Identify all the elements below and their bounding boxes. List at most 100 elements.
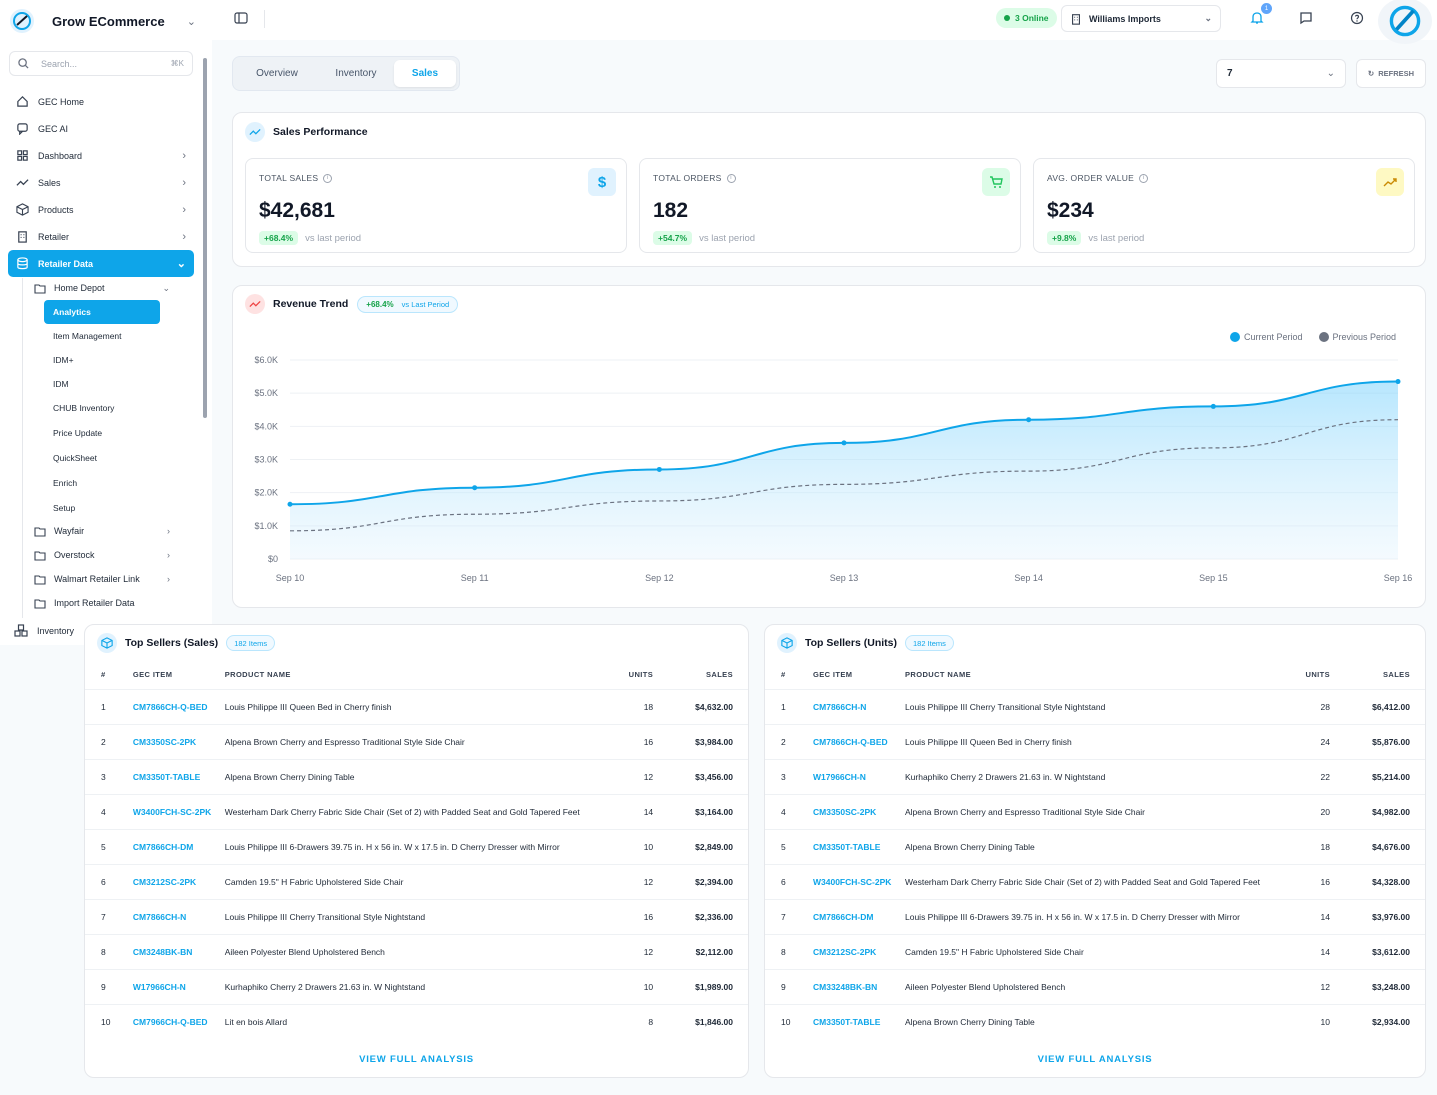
database-icon: [14, 256, 30, 272]
units-value: 10: [608, 968, 654, 1004]
messages-button[interactable]: [1298, 10, 1314, 26]
column-header[interactable]: UNITS: [1305, 670, 1330, 680]
table-row[interactable]: 6 CM3212SC-2PK Camden 19.5" H Fabric Uphol…: [85, 863, 748, 899]
menu-item-idm-plus[interactable]: IDM+: [53, 355, 74, 365]
table-row[interactable]: 9 CM33248BK-BN Aileen Polyester Blend Upho…: [765, 968, 1425, 1004]
menu-item-idm[interactable]: IDM: [53, 379, 69, 389]
gec-item-link[interactable]: W3400FCH-SC-2PK: [813, 863, 905, 899]
notifications-button[interactable]: [1249, 10, 1265, 26]
menu-item-price-update[interactable]: Price Update: [53, 427, 103, 438]
info-icon[interactable]: i: [1139, 173, 1149, 183]
sidebar-item-gec-home[interactable]: GEC Home: [8, 88, 194, 115]
tab-inventory[interactable]: Inventory: [335, 68, 377, 79]
retailer-walmart[interactable]: Walmart Retailer Link ›: [30, 567, 180, 591]
gec-item-link[interactable]: CM7866CH-Q-BED: [132, 688, 225, 724]
chevron-right-icon: ›: [182, 230, 186, 243]
gec-item-link[interactable]: CM3212SC-2PK: [132, 863, 225, 899]
ai-chat-icon: [14, 121, 30, 137]
gec-item-link[interactable]: CM7966CH-Q-BED: [132, 1003, 225, 1039]
column-header[interactable]: UNITS: [628, 670, 654, 680]
gec-item-link[interactable]: CM7866CH-Q-BED: [813, 723, 905, 759]
sidebar-item-retailer-data[interactable]: Retailer Data ⌄: [8, 250, 194, 277]
table-row[interactable]: 6 W3400FCH-SC-2PK Westerham Dark Cherry Fa…: [765, 863, 1425, 899]
table-row[interactable]: 5 CM7866CH-DM Louis Philippe III 6-Drawers…: [85, 828, 748, 864]
table-row[interactable]: 7 CM7866CH-DM Louis Philippe III 6-Drawers…: [765, 898, 1425, 934]
workspace-switcher[interactable]: Grow ECommerce ⌄: [10, 8, 202, 34]
table-row[interactable]: 8 CM3248BK-BN Aileen Polyester Blend Uphol…: [85, 933, 748, 969]
gec-item-link[interactable]: CM7866CH-N: [132, 898, 225, 934]
tab-overview[interactable]: Overview: [256, 68, 298, 79]
sidebar-item-inventory[interactable]: Inventory: [14, 624, 74, 637]
refresh-button[interactable]: ↻ REFRESH: [1356, 59, 1426, 88]
menu-item-item-management[interactable]: Item Management: [53, 331, 122, 341]
avatar[interactable]: [1378, 0, 1432, 44]
gec-item-link[interactable]: CM33248BK-BN: [813, 968, 905, 1004]
table-row[interactable]: 3 CM3350T-TABLE Alpena Brown Cherry Dining…: [85, 758, 748, 794]
chevron-down-icon: ⌄: [176, 258, 186, 270]
menu-item-enrich[interactable]: Enrich: [53, 477, 78, 488]
gec-item-link[interactable]: CM3248BK-BN: [132, 933, 225, 969]
sidebar-item-dashboard[interactable]: Dashboard ›: [8, 142, 194, 169]
gec-item-link[interactable]: W17966CH-N: [132, 968, 225, 1004]
gec-item-link[interactable]: CM3212SC-2PK: [813, 933, 905, 969]
column-header[interactable]: SALES: [705, 670, 733, 680]
company-select[interactable]: Williams Imports ⌄: [1061, 5, 1221, 32]
table-row[interactable]: 5 CM3350T-TABLE Alpena Brown Cherry Dining…: [765, 828, 1425, 864]
sales-performance-header: Sales Performance: [245, 122, 368, 142]
sidebar-item-products[interactable]: Products ›: [8, 196, 194, 223]
info-icon[interactable]: i: [726, 173, 736, 183]
gec-item-link[interactable]: CM3350SC-2PK: [132, 723, 225, 759]
sidebar-item-gec-ai[interactable]: GEC AI: [8, 115, 194, 142]
retailer-import[interactable]: Import Retailer Data: [30, 591, 180, 615]
card-title: Revenue Trend: [273, 298, 349, 310]
table-row[interactable]: 2 CM7866CH-Q-BED Louis Philippe III Queen …: [765, 723, 1425, 759]
current-period-point: [1026, 417, 1032, 423]
table-row[interactable]: 7 CM7866CH-N Louis Philippe III Cherry Tra…: [85, 898, 748, 934]
sidebar-toggle-icon[interactable]: [234, 11, 248, 25]
retailer-home-depot[interactable]: Home Depot ⌄: [30, 276, 180, 300]
view-full-analysis-link[interactable]: VIEW FULL ANALYSIS: [359, 1054, 474, 1065]
menu-item-quicksheet[interactable]: QuickSheet: [53, 452, 97, 463]
table-row[interactable]: 4 CM3350SC-2PK Alpena Brown Cherry and Esp…: [765, 793, 1425, 829]
kpi-change-badge: +68.4%: [259, 231, 299, 245]
legend-previous[interactable]: Previous Period: [1332, 332, 1397, 342]
sidebar-item-retailer[interactable]: Retailer ›: [8, 223, 194, 250]
bell-icon: [1250, 12, 1264, 24]
period-select[interactable]: 7 ⌄: [1216, 59, 1346, 88]
gec-item-link[interactable]: CM3350T-TABLE: [813, 828, 905, 864]
table-row[interactable]: 10 CM7966CH-Q-BED Lit en bois Allard 8 $1,84…: [85, 1003, 748, 1039]
column-header[interactable]: SALES: [1382, 670, 1410, 680]
retailer-wayfair[interactable]: Wayfair ›: [30, 519, 180, 543]
gec-item-link[interactable]: W17966CH-N: [813, 758, 905, 794]
gec-item-link[interactable]: CM3350T-TABLE: [132, 758, 225, 794]
sidebar-scrollbar[interactable]: [203, 58, 207, 418]
sidebar-item-sales[interactable]: Sales ›: [8, 169, 194, 196]
table-row[interactable]: 1 CM7866CH-N Louis Philippe III Cherry Tra…: [765, 688, 1425, 724]
table-row[interactable]: 9 W17966CH-N Kurhaphiko Cherry 2 Drawers 2…: [85, 968, 748, 1004]
table-row[interactable]: 10 CM3350T-TABLE Alpena Brown Cherry Dinin…: [765, 1003, 1425, 1039]
search-input[interactable]: Search... ⌘K: [9, 51, 193, 76]
gec-item-link[interactable]: CM3350SC-2PK: [813, 793, 905, 829]
gec-item-link[interactable]: CM7866CH-N: [813, 688, 905, 724]
menu-item-analytics[interactable]: Analytics: [44, 300, 160, 324]
retailer-overstock[interactable]: Overstock ›: [30, 543, 180, 567]
gec-item-link[interactable]: CM7866CH-DM: [813, 898, 905, 934]
folder-icon: [34, 283, 48, 294]
table-row[interactable]: 4 W3400FCH-SC-2PK Westerham Dark Cherry Fa…: [85, 793, 748, 829]
table-row[interactable]: 8 CM3212SC-2PK Camden 19.5" H Fabric Uphol…: [765, 933, 1425, 969]
product-name: Louis Philippe III Cherry Transitional S…: [224, 898, 609, 934]
table-row[interactable]: 3 W17966CH-N Kurhaphiko Cherry 2 Drawers 2…: [765, 758, 1425, 794]
menu-item-chub-inventory[interactable]: CHUB Inventory: [53, 403, 115, 413]
info-icon[interactable]: i: [323, 173, 333, 183]
tab-sales[interactable]: Sales: [394, 60, 456, 87]
gec-item-link[interactable]: CM7866CH-DM: [132, 828, 225, 864]
gec-item-link[interactable]: CM3350T-TABLE: [813, 1003, 905, 1039]
gec-item-link[interactable]: W3400FCH-SC-2PK: [132, 793, 225, 829]
row-rank: 2: [85, 723, 133, 759]
menu-item-setup[interactable]: Setup: [53, 502, 76, 513]
table-row[interactable]: 2 CM3350SC-2PK Alpena Brown Cherry and Esp…: [85, 723, 748, 759]
table-row[interactable]: 1 CM7866CH-Q-BED Louis Philippe III Queen …: [85, 688, 748, 724]
view-full-analysis-link[interactable]: VIEW FULL ANALYSIS: [1037, 1054, 1153, 1065]
help-button[interactable]: [1349, 10, 1365, 26]
legend-current[interactable]: Current Period: [1244, 332, 1303, 342]
